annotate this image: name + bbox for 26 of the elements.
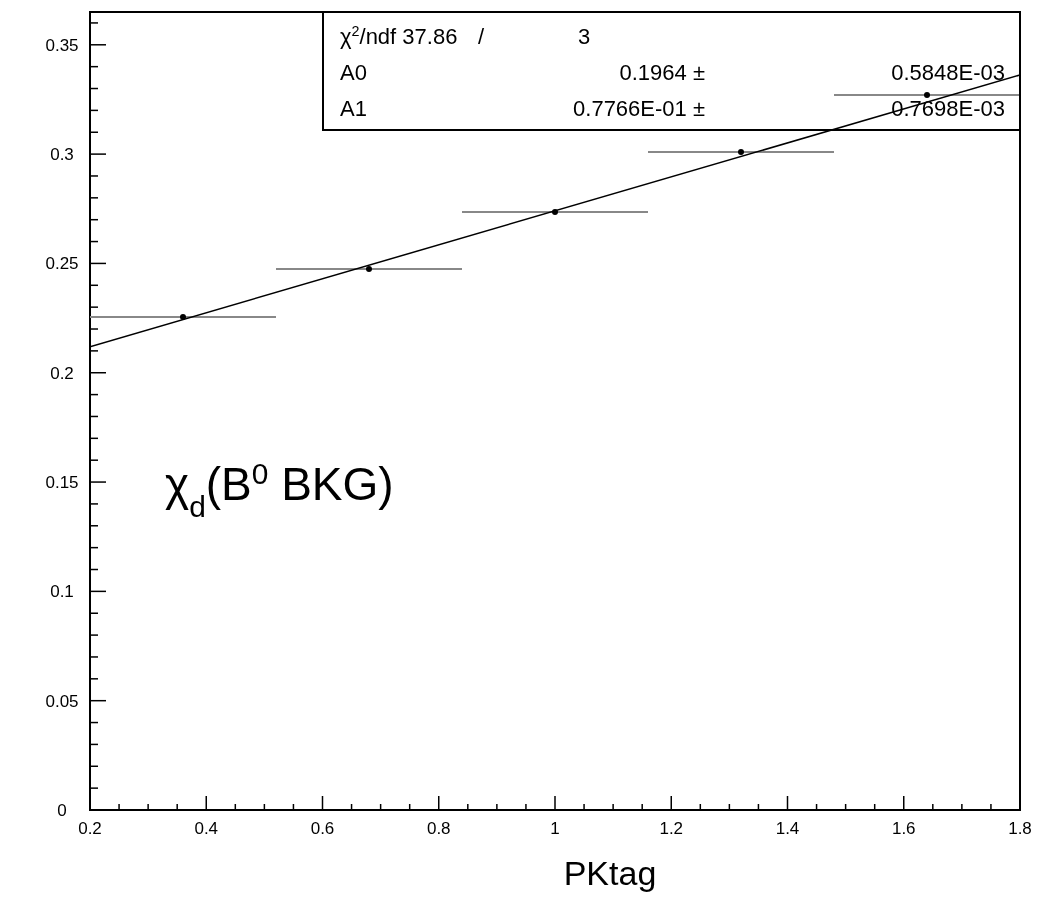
text: χ$^{2}$/ndf 37.86 / 3 xyxy=(340,23,591,49)
x-tick-label: 1.2 xyxy=(659,819,684,838)
x-axis-title: PKtag xyxy=(563,854,657,892)
point xyxy=(366,265,372,272)
x-tick-label: 0.8 xyxy=(426,819,451,838)
point xyxy=(924,92,930,99)
point xyxy=(738,148,744,155)
x-tick-label: 0.4 xyxy=(194,819,219,838)
y-tick-label: 0.3 xyxy=(50,145,74,165)
y-tick-label: 0.15 xyxy=(45,473,79,493)
y-tick-label: 0.1 xyxy=(50,582,74,602)
y-tick-label: 0.25 xyxy=(45,254,79,274)
x-tick-label: 1 xyxy=(550,819,560,838)
y-tick-label: 0.05 xyxy=(45,691,79,711)
x-tick-label: 1.6 xyxy=(891,819,916,838)
text: A1 0.7766E-01 ± 0.7698E-03 xyxy=(340,96,1005,121)
x-tick-label: 1.4 xyxy=(775,819,800,838)
x-tick-label: 0.2 xyxy=(78,819,102,838)
annotation: χ$_{d}$(B$^{0}$ BKG) xyxy=(165,456,394,523)
y-tick-label: 0 xyxy=(57,801,67,820)
y-tick-label: 0.2 xyxy=(50,363,74,383)
y-tick-label: 0.35 xyxy=(45,35,79,55)
x-tick-label: 0.6 xyxy=(310,819,335,838)
text: A0 0.1964 ± 0.5848E-03 xyxy=(340,60,1005,85)
x-tick-label: 1.8 xyxy=(1008,819,1032,838)
point xyxy=(180,313,186,320)
